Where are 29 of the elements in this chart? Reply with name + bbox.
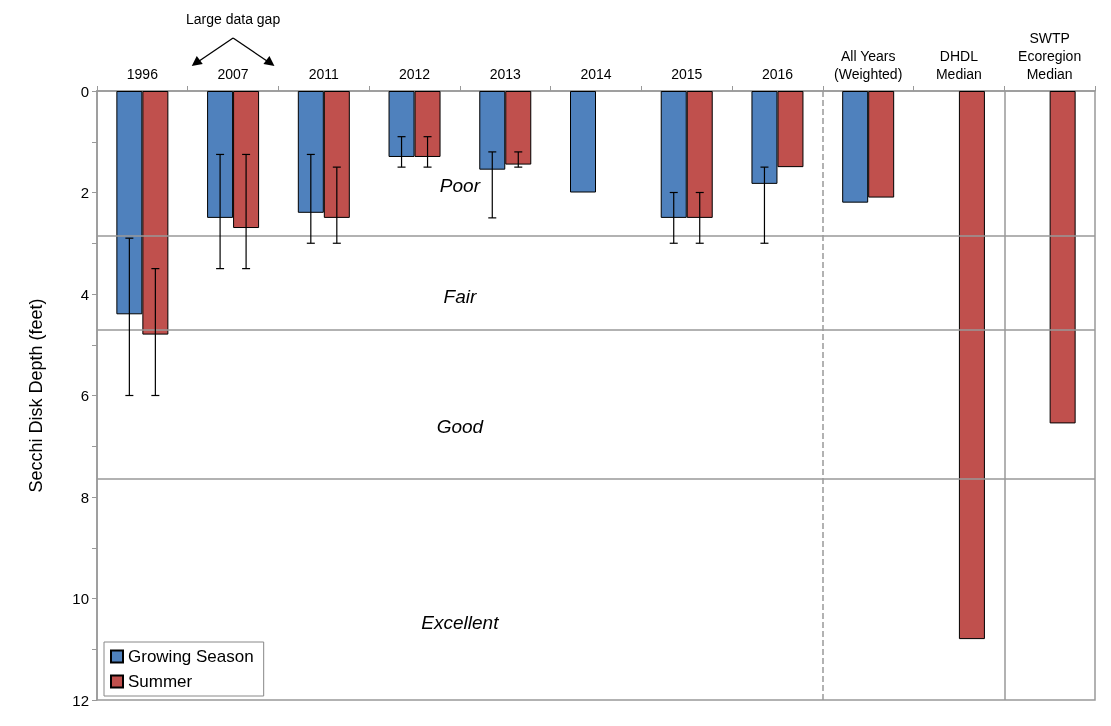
bar bbox=[570, 91, 596, 193]
x-tick-label: 2015 bbox=[671, 66, 703, 82]
y-tick-label: 2 bbox=[80, 184, 89, 201]
text: Large data gap bbox=[185, 11, 281, 27]
annotation: Good bbox=[436, 416, 485, 438]
y-tick-label: 0 bbox=[80, 82, 89, 100]
y-tick-label: 6 bbox=[80, 387, 89, 404]
y-axis-title: Secchi Disk Depth (feet) bbox=[26, 298, 46, 493]
annotation: Fair bbox=[443, 286, 477, 308]
bar bbox=[1049, 91, 1076, 424]
y-tick-label: 4 bbox=[80, 285, 89, 303]
x-tick-label: 2011 bbox=[308, 66, 340, 82]
legend-label: Summer bbox=[128, 672, 193, 691]
x-tick-label: DHDL Median bbox=[935, 48, 982, 82]
x-tick-label: 2014 bbox=[580, 66, 612, 82]
legend-label: Growing Season bbox=[128, 647, 254, 666]
y-tick-label: 12 bbox=[72, 691, 89, 709]
y-tick-label: 10 bbox=[72, 590, 89, 607]
annotation: Excellent bbox=[421, 612, 500, 634]
bar bbox=[958, 91, 985, 640]
annotation: Poor bbox=[439, 174, 481, 196]
x-tick-label: 2012 bbox=[398, 66, 431, 82]
y-tick-label: 8 bbox=[80, 488, 89, 506]
x-tick-label: SWTP Ecoregion Median bbox=[1018, 30, 1082, 82]
x-tick-label: All Years (Weighted) bbox=[834, 48, 903, 82]
x-tick-label: 2016 bbox=[761, 66, 794, 82]
x-tick-label: 1996 bbox=[126, 66, 159, 82]
x-tick-label: 2007 bbox=[217, 66, 249, 82]
x-tick-label: 2013 bbox=[489, 66, 522, 82]
